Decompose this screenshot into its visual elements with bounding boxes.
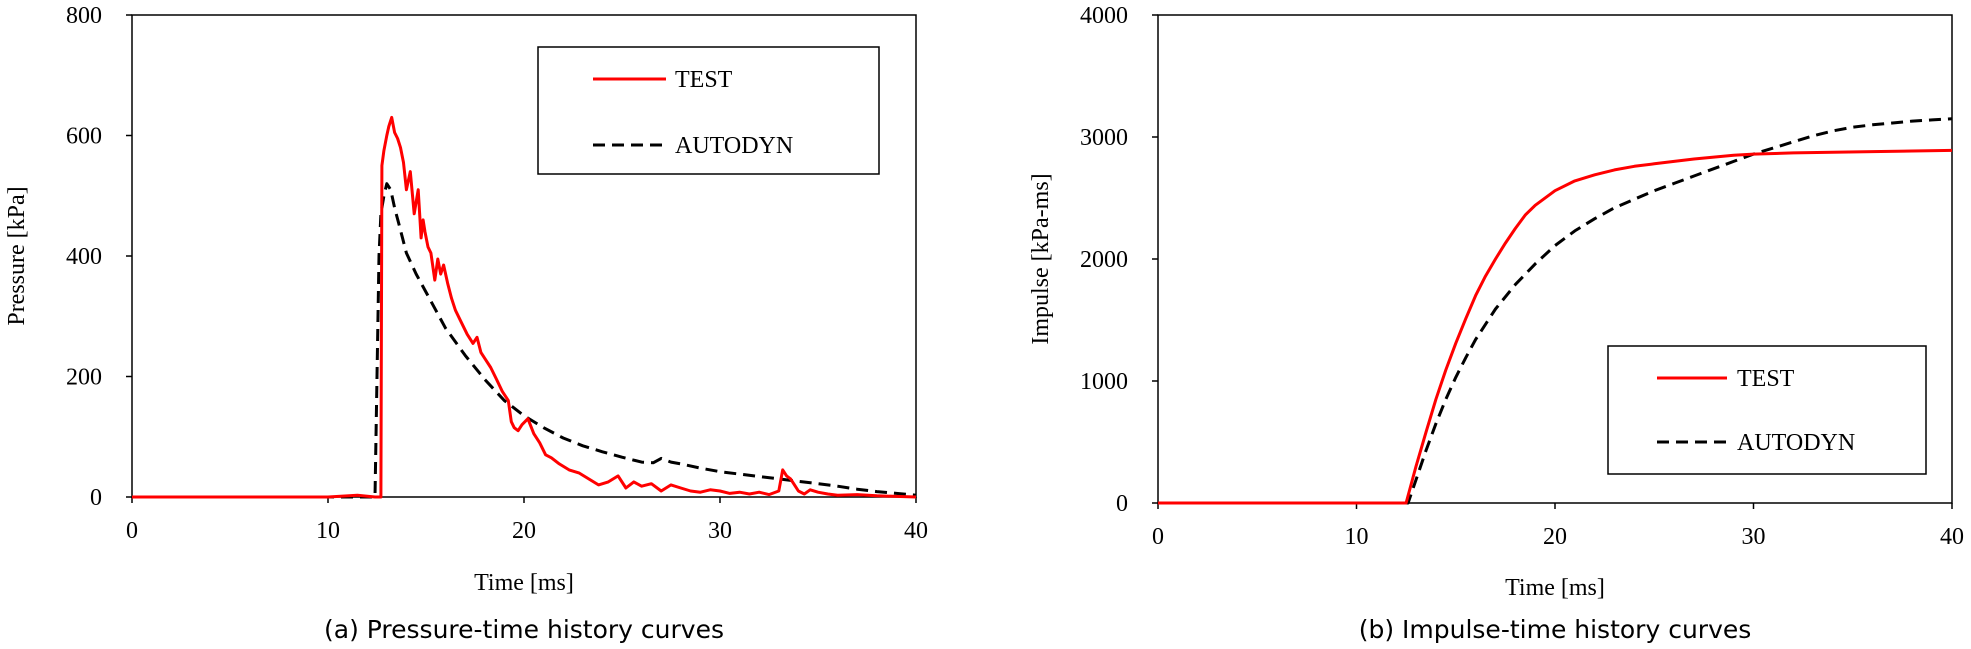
series-line-autodyn (1158, 117, 1952, 505)
x-tick-label: 40 (1940, 524, 1964, 550)
y-tick-label: 0 (90, 485, 102, 511)
series-line-test (132, 115, 916, 499)
y-tick-label: 200 (66, 365, 102, 391)
x-tick-label: 0 (1152, 524, 1164, 550)
chart-caption: (a) Pressure-time history curves (324, 615, 724, 644)
y-axis-title: Impulse [kPa-ms] (1028, 173, 1054, 344)
x-axis-title: Time [ms] (1505, 575, 1605, 601)
x-tick-label: 20 (1543, 524, 1567, 550)
legend-label-autodyn: AUTODYN (675, 133, 793, 159)
y-axis-title: Pressure [kPa] (4, 186, 30, 325)
x-tick-label: 10 (1345, 524, 1369, 550)
y-tick-label: 3000 (1080, 125, 1128, 151)
y-tick-label: 800 (66, 3, 102, 29)
x-tick-label: 30 (1742, 524, 1766, 550)
series-line-autodyn (132, 182, 916, 499)
legend-label-test: TEST (1737, 366, 1795, 392)
impulse-chart: 0 10 20 30 40 0 1000 2000 3000 4000 Time [ms] Impul… (1028, 3, 1964, 644)
series-line-test (1158, 148, 1952, 505)
y-tick-label: 600 (66, 124, 102, 150)
y-tick-label: 0 (1116, 491, 1128, 517)
x-axis-title: Time [ms] (474, 570, 574, 596)
x-tick-label: 40 (904, 518, 928, 544)
legend-label-autodyn: AUTODYN (1737, 430, 1855, 456)
legend-label-test: TEST (675, 67, 733, 93)
y-tick-label: 1000 (1080, 369, 1128, 395)
x-tick-label: 30 (708, 518, 732, 544)
y-tick-label: 2000 (1080, 247, 1128, 273)
y-tick-label: 400 (66, 244, 102, 270)
x-tick-label: 10 (316, 518, 340, 544)
legend-box (1607, 345, 1927, 475)
legend-box (537, 46, 880, 175)
x-tick-label: 20 (512, 518, 536, 544)
chart-caption: (b) Impulse-time history curves (1359, 615, 1752, 644)
y-tick-label: 4000 (1080, 3, 1128, 29)
x-tick-label: 0 (126, 518, 138, 544)
